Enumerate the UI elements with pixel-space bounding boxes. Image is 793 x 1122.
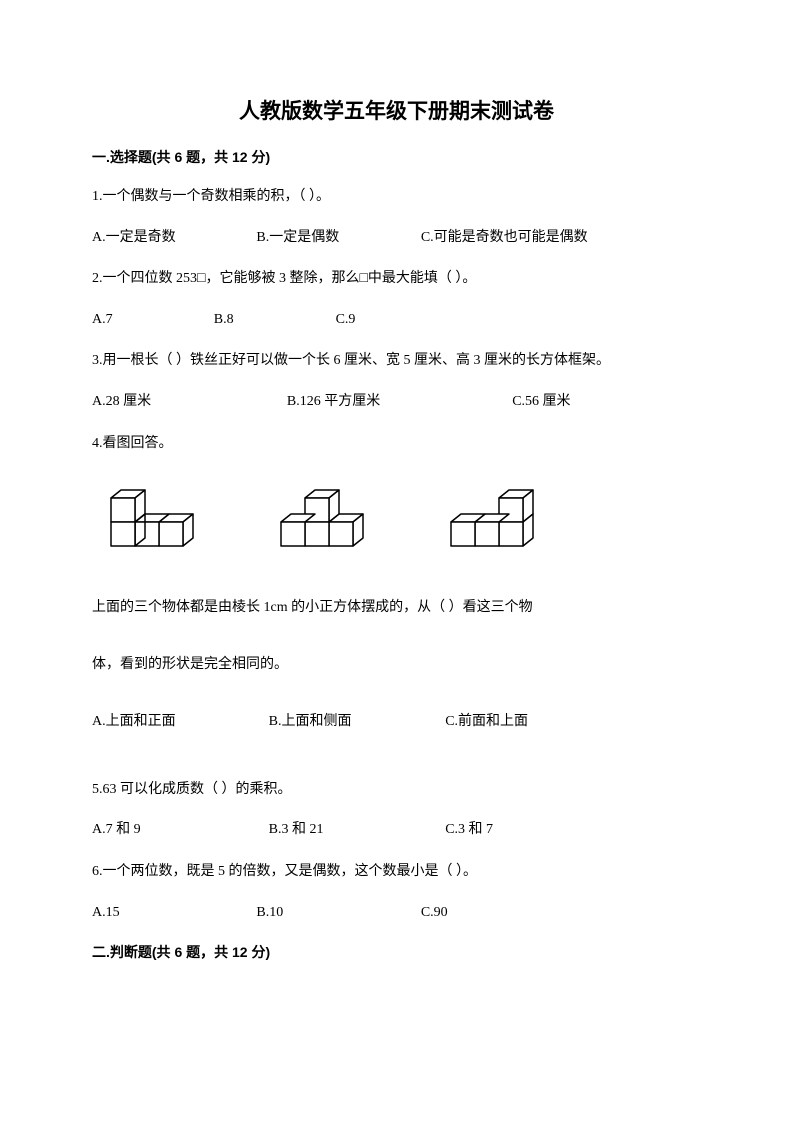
q1-option-a: A.一定是奇数	[92, 227, 256, 249]
q1-options: A.一定是奇数 B.一定是偶数 C.可能是奇数也可能是偶数	[92, 227, 701, 249]
q3-options: A.28 厘米 B.126 平方厘米 C.56 厘米	[92, 391, 701, 413]
q1-option-b: B.一定是偶数	[256, 227, 420, 249]
q5-options: A.7 和 9 B.3 和 21 C.3 和 7	[92, 819, 701, 841]
q2-option-c: C.9	[336, 309, 458, 331]
q4-figure	[92, 480, 701, 555]
q5-option-b: B.3 和 21	[269, 819, 446, 841]
exam-page: 人教版数学五年级下册期末测试卷 一.选择题(共 6 题，共 12 分) 1.一个…	[0, 0, 793, 1020]
cube-shape-right	[437, 480, 557, 555]
q2-options: A.7 B.8 C.9	[92, 309, 701, 331]
q4-para2: 体，看到的形状是完全相同的。	[92, 647, 701, 683]
q6-option-b: B.10	[256, 902, 420, 924]
q4-option-a: A.上面和正面	[92, 711, 269, 733]
q2-text: 2.一个四位数 253□，它能够被 3 整除，那么□中最大能填（ ）。	[92, 267, 701, 291]
q3-option-c: C.56 厘米	[512, 391, 701, 413]
q2-option-b: B.8	[214, 309, 336, 331]
q5-option-a: A.7 和 9	[92, 819, 269, 841]
q4-text: 4.看图回答。	[92, 432, 701, 456]
q5-option-c: C.3 和 7	[445, 819, 622, 841]
section-2-header: 二.判断题(共 6 题，共 12 分)	[92, 942, 701, 962]
q1-text: 1.一个偶数与一个奇数相乘的积，（ ）。	[92, 185, 701, 209]
q6-text: 6.一个两位数，既是 5 的倍数，又是偶数，这个数最小是（ ）。	[92, 860, 701, 884]
q4-para1: 上面的三个物体都是由棱长 1cm 的小正方体摆成的，从（ ）看这三个物	[92, 590, 701, 626]
q1-option-c: C.可能是奇数也可能是偶数	[421, 227, 701, 249]
q2-option-a: A.7	[92, 309, 214, 331]
q4-option-c: C.前面和上面	[445, 711, 622, 733]
section-1-header: 一.选择题(共 6 题，共 12 分)	[92, 147, 701, 167]
q4-option-b: B.上面和侧面	[269, 711, 446, 733]
q6-option-a: A.15	[92, 902, 256, 924]
q3-text: 3.用一根长（ ）铁丝正好可以做一个长 6 厘米、宽 5 厘米、高 3 厘米的长…	[92, 349, 701, 373]
q6-options: A.15 B.10 C.90	[92, 902, 701, 924]
q4-options: A.上面和正面 B.上面和侧面 C.前面和上面	[92, 711, 701, 733]
cube-shape-middle	[267, 480, 387, 555]
page-title: 人教版数学五年级下册期末测试卷	[92, 95, 701, 125]
q6-option-c: C.90	[421, 902, 585, 924]
cube-shape-left	[97, 480, 217, 555]
q5-text: 5.63 可以化成质数（ ）的乘积。	[92, 778, 701, 802]
q3-option-b: B.126 平方厘米	[287, 391, 512, 413]
q3-option-a: A.28 厘米	[92, 391, 287, 413]
